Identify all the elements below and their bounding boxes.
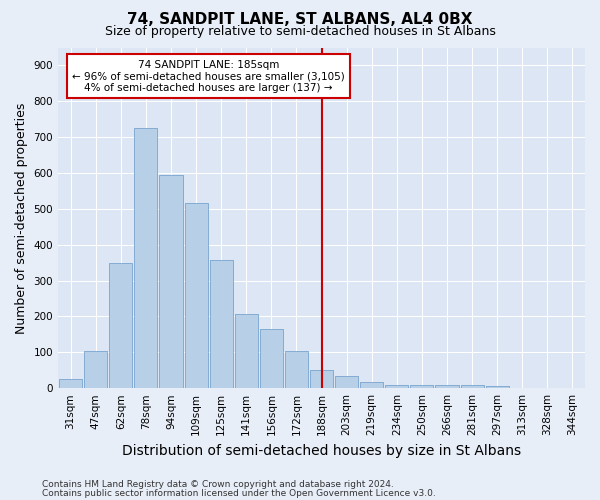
Bar — [310, 370, 333, 388]
Bar — [185, 204, 208, 388]
Text: Contains HM Land Registry data © Crown copyright and database right 2024.: Contains HM Land Registry data © Crown c… — [42, 480, 394, 489]
Bar — [485, 386, 509, 388]
Bar — [160, 175, 182, 388]
X-axis label: Distribution of semi-detached houses by size in St Albans: Distribution of semi-detached houses by … — [122, 444, 521, 458]
Text: Size of property relative to semi-detached houses in St Albans: Size of property relative to semi-detach… — [104, 25, 496, 38]
Bar — [360, 382, 383, 388]
Bar — [84, 350, 107, 388]
Bar — [335, 376, 358, 388]
Bar — [461, 386, 484, 388]
Bar — [209, 260, 233, 388]
Bar — [59, 379, 82, 388]
Bar — [134, 128, 157, 388]
Text: 74 SANDPIT LANE: 185sqm
← 96% of semi-detached houses are smaller (3,105)
4% of : 74 SANDPIT LANE: 185sqm ← 96% of semi-de… — [72, 60, 345, 93]
Bar — [109, 262, 133, 388]
Bar — [285, 350, 308, 388]
Text: 74, SANDPIT LANE, ST ALBANS, AL4 0BX: 74, SANDPIT LANE, ST ALBANS, AL4 0BX — [127, 12, 473, 28]
Bar — [260, 329, 283, 388]
Bar — [410, 386, 433, 388]
Bar — [385, 384, 409, 388]
Bar — [436, 384, 458, 388]
Y-axis label: Number of semi-detached properties: Number of semi-detached properties — [15, 102, 28, 334]
Bar — [235, 314, 258, 388]
Text: Contains public sector information licensed under the Open Government Licence v3: Contains public sector information licen… — [42, 488, 436, 498]
